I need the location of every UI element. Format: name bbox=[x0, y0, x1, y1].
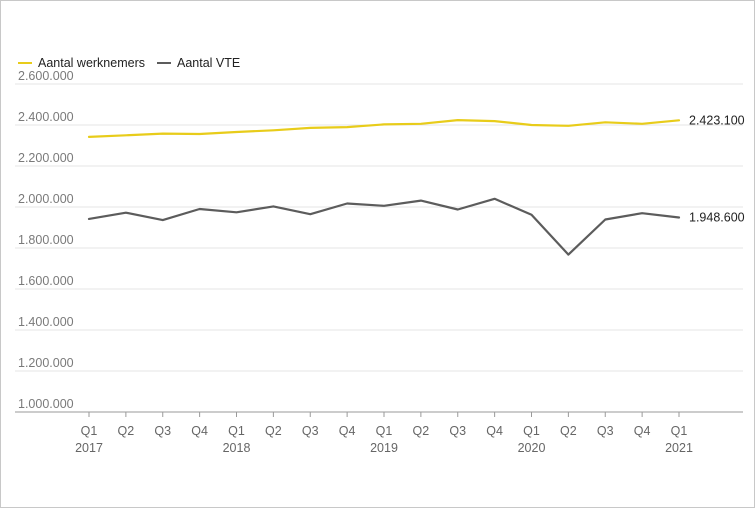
y-tick-label: 2.200.000 bbox=[18, 151, 74, 165]
x-tick-label-quarter: Q3 bbox=[302, 424, 319, 438]
x-tick-label-year: 2018 bbox=[223, 441, 251, 455]
x-tick-label-year: 2017 bbox=[75, 441, 103, 455]
x-tick-label-year: 2021 bbox=[665, 441, 693, 455]
x-tick-label-quarter: Q1 bbox=[671, 424, 688, 438]
x-tick-label-quarter: Q1 bbox=[228, 424, 245, 438]
x-tick-label-quarter: Q4 bbox=[634, 424, 651, 438]
x-tick-label-quarter: Q2 bbox=[560, 424, 577, 438]
x-tick-label-quarter: Q1 bbox=[81, 424, 98, 438]
x-tick-label-quarter: Q3 bbox=[154, 424, 171, 438]
end-value-label-aantal-werknemers: 2.423.100 bbox=[689, 113, 745, 127]
x-tick-label-quarter: Q3 bbox=[449, 424, 466, 438]
y-tick-label: 2.400.000 bbox=[18, 110, 74, 124]
end-value-label-aantal-vte: 1.948.600 bbox=[689, 211, 745, 225]
x-tick-label-year: 2019 bbox=[370, 441, 398, 455]
legend-item-aantal-werknemers: Aantal werknemers bbox=[18, 56, 145, 70]
legend-swatch-aantal-vte bbox=[157, 62, 171, 64]
x-tick-label-quarter: Q4 bbox=[191, 424, 208, 438]
series-line-aantal-vte bbox=[87, 197, 681, 256]
legend-label-aantal-vte: Aantal VTE bbox=[177, 56, 241, 70]
x-tick-label-quarter: Q2 bbox=[118, 424, 135, 438]
y-tick-label: 1.400.000 bbox=[18, 315, 74, 329]
y-tick-label: 2.600.000 bbox=[18, 69, 74, 83]
legend-item-aantal-vte: Aantal VTE bbox=[157, 56, 240, 70]
legend-label-aantal-werknemers: Aantal werknemers bbox=[38, 56, 145, 70]
x-tick-label-quarter: Q1 bbox=[376, 424, 393, 438]
legend-swatch-aantal-werknemers bbox=[18, 62, 32, 64]
y-tick-label: 1.600.000 bbox=[18, 274, 74, 288]
y-tick-label: 1.800.000 bbox=[18, 233, 74, 247]
y-tick-label: 1.200.000 bbox=[18, 356, 74, 370]
x-tick-label-quarter: Q1 bbox=[523, 424, 540, 438]
x-tick-label-quarter: Q2 bbox=[413, 424, 430, 438]
y-tick-label: 2.000.000 bbox=[18, 192, 74, 206]
x-tick-label-quarter: Q2 bbox=[265, 424, 282, 438]
x-tick-label-quarter: Q3 bbox=[597, 424, 614, 438]
x-tick-label-quarter: Q4 bbox=[339, 424, 356, 438]
series-line-aantal-werknemers bbox=[87, 118, 681, 138]
y-tick-label: 1.000.000 bbox=[18, 397, 74, 411]
legend: Aantal werknemers Aantal VTE bbox=[18, 56, 252, 70]
x-tick-label-quarter: Q4 bbox=[486, 424, 503, 438]
x-tick-label-year: 2020 bbox=[518, 441, 546, 455]
